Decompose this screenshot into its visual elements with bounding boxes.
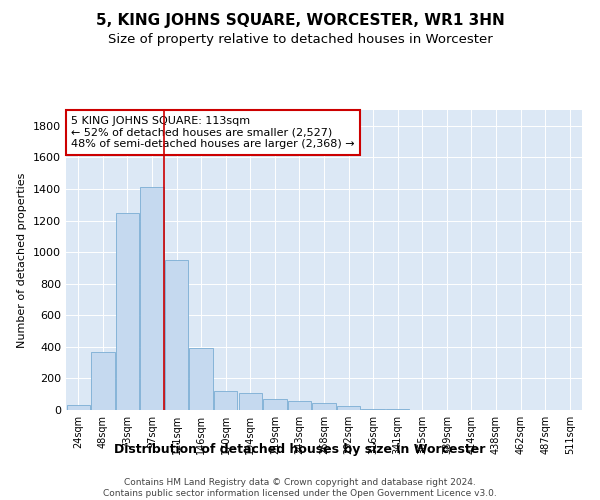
Bar	[361, 408, 385, 410]
Bar	[386, 409, 409, 410]
Bar	[313, 403, 335, 410]
Text: 5, KING JOHNS SQUARE, WORCESTER, WR1 3HN: 5, KING JOHNS SQUARE, WORCESTER, WR1 3HN	[95, 12, 505, 28]
Bar	[67, 406, 90, 410]
Bar	[288, 402, 311, 410]
Text: Contains HM Land Registry data © Crown copyright and database right 2024.
Contai: Contains HM Land Registry data © Crown c…	[103, 478, 497, 498]
Bar	[116, 212, 139, 410]
Bar	[337, 406, 360, 410]
Bar	[239, 394, 262, 410]
Text: 5 KING JOHNS SQUARE: 113sqm
← 52% of detached houses are smaller (2,527)
48% of : 5 KING JOHNS SQUARE: 113sqm ← 52% of det…	[71, 116, 355, 149]
Bar	[165, 260, 188, 410]
Y-axis label: Number of detached properties: Number of detached properties	[17, 172, 28, 348]
Bar	[91, 352, 115, 410]
Text: Size of property relative to detached houses in Worcester: Size of property relative to detached ho…	[107, 32, 493, 46]
Text: Distribution of detached houses by size in Worcester: Distribution of detached houses by size …	[115, 442, 485, 456]
Bar	[140, 188, 164, 410]
Bar	[190, 348, 213, 410]
Bar	[263, 399, 287, 410]
Bar	[214, 391, 238, 410]
